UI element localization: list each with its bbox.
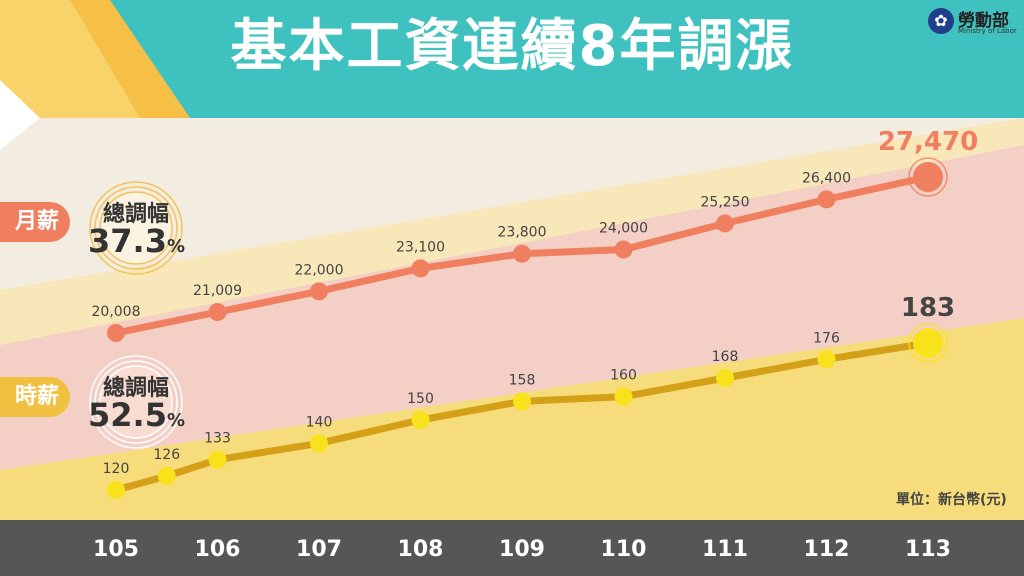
logo-subtitle: Ministry of Labor [958,27,1017,35]
point-monthly [107,324,125,342]
data-label-hourly: 176 [813,330,840,346]
x-tick-label: 105 [93,537,139,562]
point-hourly [513,392,531,411]
series-monthly: 20,008 21,009 22,000 23,100 23,800 24,000 25,2… [92,127,978,342]
point-hourly [157,467,176,485]
badge-hourly-value: 52.5% [88,396,185,434]
x-tick-label: 113 [905,537,951,562]
chevron-yellow-inner [0,0,140,118]
x-axis-bar [0,520,1024,576]
data-label-monthly: 27,470 [878,127,978,157]
point-halo-monthly [908,157,948,197]
data-label-hourly: 133 [204,431,231,447]
data-label-hourly: 183 [901,293,955,323]
badge-monthly-value: 37.3% [88,222,185,260]
x-tick-label: 106 [195,537,241,562]
point-monthly [411,259,430,278]
point-hourly [614,387,633,406]
data-label-hourly: 160 [610,368,637,384]
x-tick-label: 110 [601,537,647,562]
data-label-hourly: 158 [509,372,536,388]
point-monthly [208,303,227,322]
data-label-monthly: 20,008 [92,304,141,320]
x-tick-label: 109 [499,537,545,562]
data-label-monthly: 24,000 [599,221,648,237]
point-monthly [716,214,734,233]
x-tick-label: 111 [702,537,748,562]
x-tick-label: 108 [398,537,444,562]
point-halo-hourly [908,323,948,363]
page-title: 基本工資連續8年調漲 [230,14,794,79]
point-hourly [208,450,227,469]
data-label-monthly: 26,400 [802,170,851,186]
point-monthly [913,162,943,192]
badge-monthly: 總調幅 37.3% [88,180,185,276]
badge-monthly-label: 總調幅 [102,202,169,227]
badge-rings-icon [89,355,183,449]
ministry-emblem-icon: ✿ [928,8,954,34]
chevron-arrow [0,80,40,150]
bg-band-yellow [0,118,1024,345]
data-label-monthly: 23,800 [498,225,547,241]
point-hourly [716,369,734,387]
series-hourly: 120 126 133 140 150 158 160 168 176 183 [103,293,955,499]
point-hourly [107,481,125,499]
x-tick-label: 107 [296,537,342,562]
point-monthly [513,244,531,263]
point-monthly [614,240,633,259]
badge-hourly-label: 總調幅 [102,376,169,401]
data-label-monthly: 25,250 [701,194,750,210]
data-label-monthly: 21,009 [193,283,242,299]
point-monthly [310,282,328,301]
data-label-hourly: 140 [306,414,333,430]
badge-rings-icon [89,181,183,275]
unit-note: 單位：新台幣(元) [896,492,1007,508]
logo-name: 勞動部 [958,11,1009,31]
tag-monthly: 月薪 [0,202,70,242]
x-tick-label: 112 [804,537,850,562]
tag-hourly: 時薪 [0,377,70,417]
x-axis: 105 106 107 108 109 110 111 112 113 [93,537,951,562]
point-monthly [817,190,836,209]
ministry-logo: ✿ 勞動部 Ministry of Labor [928,4,1024,38]
data-label-hourly: 120 [103,461,130,477]
data-label-monthly: 23,100 [396,239,445,255]
point-hourly [310,434,328,453]
header-chevron [0,0,190,150]
point-hourly [411,411,430,429]
point-hourly [913,328,943,358]
data-label-hourly: 168 [712,349,739,365]
series-line-hourly [112,339,932,494]
badge-hourly: 總調幅 52.5% [88,354,185,450]
point-hourly [817,350,836,369]
data-label-monthly: 22,000 [295,262,344,278]
data-label-hourly: 150 [407,391,434,407]
data-label-hourly: 126 [153,447,180,463]
